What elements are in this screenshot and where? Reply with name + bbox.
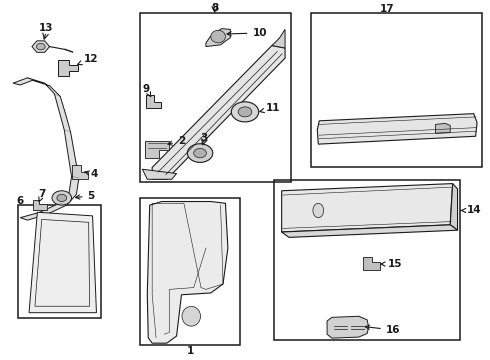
Text: 1: 1 [187,346,194,356]
Polygon shape [147,202,228,343]
Polygon shape [33,200,47,211]
Polygon shape [282,184,453,232]
Polygon shape [318,114,477,144]
Polygon shape [143,169,176,179]
Text: 14: 14 [461,206,481,216]
Polygon shape [363,257,380,270]
Circle shape [231,102,259,122]
Ellipse shape [313,203,324,218]
Polygon shape [72,165,88,179]
Bar [140,198,240,345]
Text: 10: 10 [227,28,267,38]
Circle shape [238,107,252,117]
Polygon shape [146,140,169,158]
Text: 5: 5 [75,191,95,201]
Polygon shape [152,45,285,179]
Circle shape [187,144,213,162]
Circle shape [57,194,67,202]
Polygon shape [282,225,458,237]
Text: 13: 13 [39,23,53,33]
Text: 8: 8 [211,3,219,13]
Circle shape [52,191,72,205]
Polygon shape [206,29,230,46]
Text: 4: 4 [85,169,98,179]
Polygon shape [272,30,285,48]
Text: 17: 17 [379,4,394,14]
Polygon shape [436,123,450,134]
Text: 12: 12 [78,54,98,65]
Polygon shape [327,316,368,338]
Text: 16: 16 [365,325,400,335]
Ellipse shape [182,306,200,326]
Text: 9: 9 [143,84,151,96]
Ellipse shape [211,30,225,43]
Polygon shape [450,184,458,230]
Polygon shape [29,212,97,313]
Bar [311,13,482,167]
Text: 7: 7 [39,189,46,202]
Text: 3: 3 [200,133,208,143]
Bar [274,180,460,339]
Circle shape [194,148,206,158]
Bar [140,13,292,182]
Text: 6: 6 [17,196,24,206]
Text: 11: 11 [260,103,281,113]
Polygon shape [32,41,49,52]
Circle shape [36,43,45,50]
Polygon shape [58,59,78,76]
Polygon shape [147,95,161,108]
Polygon shape [13,78,79,220]
Text: 2: 2 [168,136,185,146]
Bar [18,205,101,318]
Text: 15: 15 [381,259,403,269]
